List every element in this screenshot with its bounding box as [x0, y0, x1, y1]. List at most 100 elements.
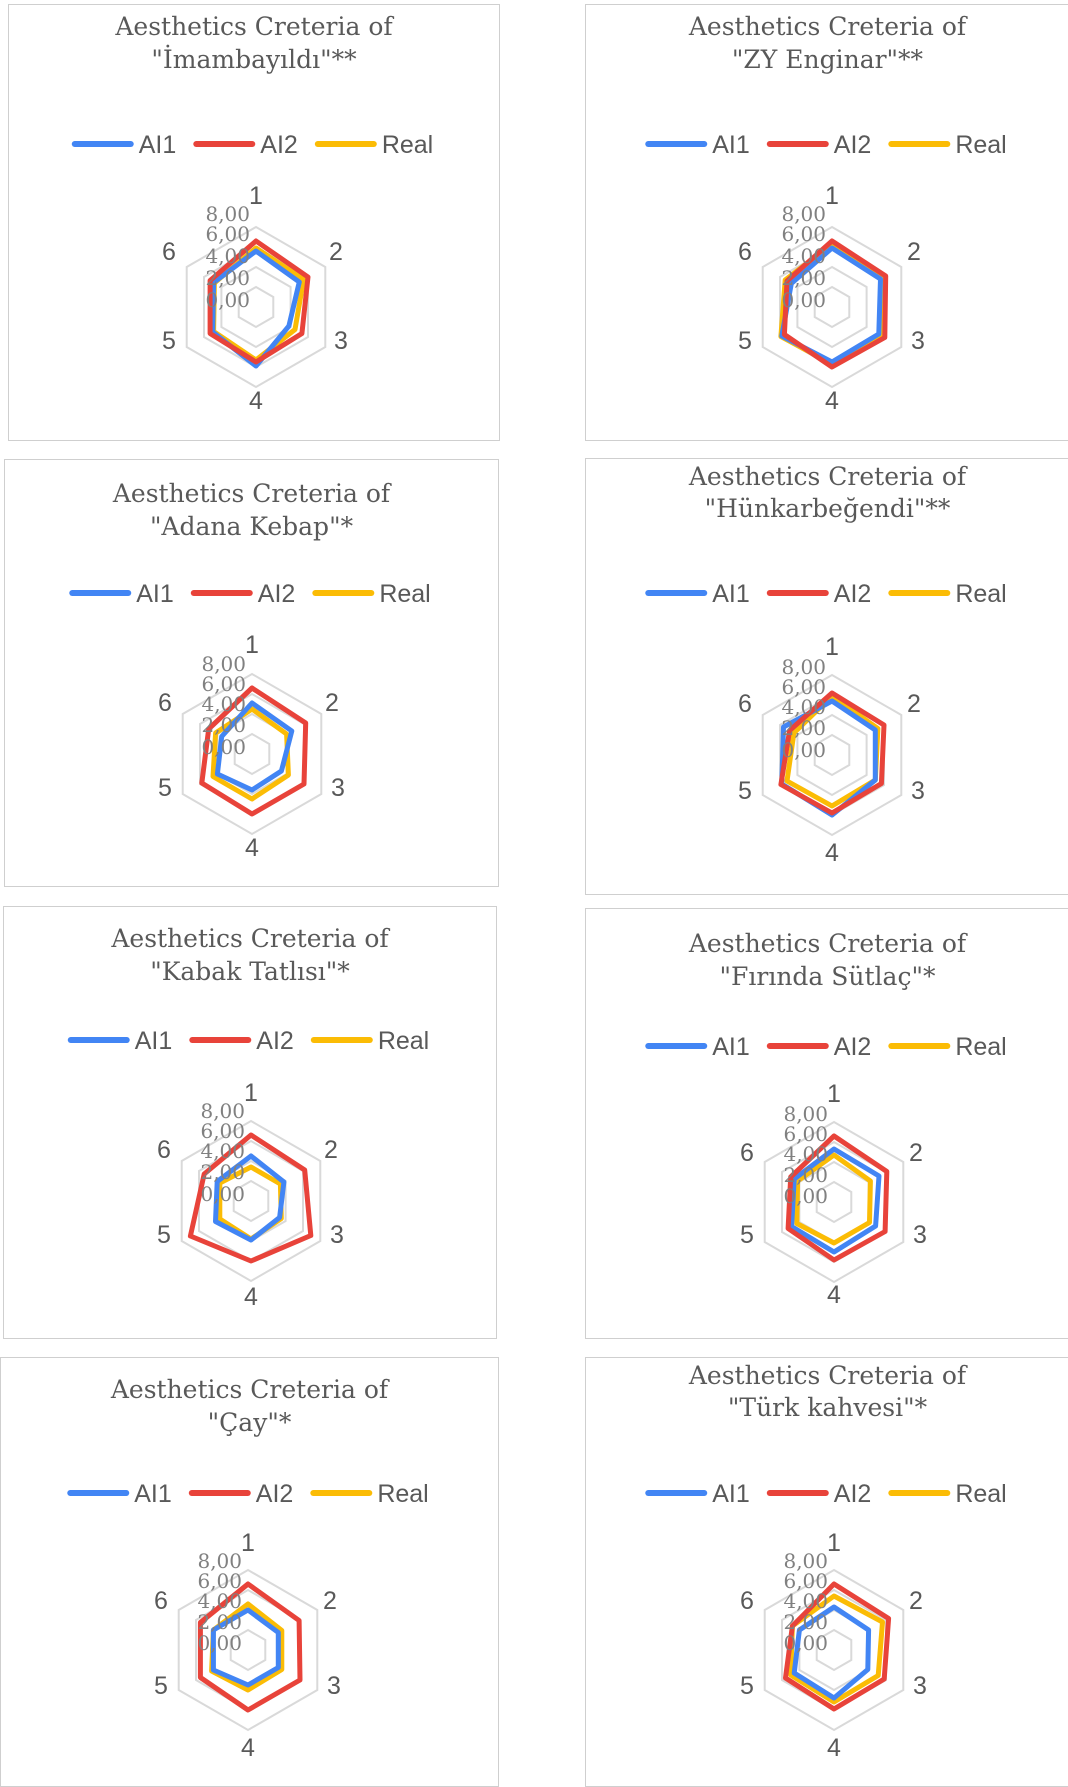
- radar-chart: Aesthetics Creteria of "İmambayıldı"** AI1…: [71, 12, 433, 415]
- legend-label-real: Real: [378, 1027, 429, 1055]
- legend-label-ai1: AI1: [139, 131, 177, 159]
- tick-label: 0,00: [201, 735, 246, 759]
- series-ai1-polygon: [210, 248, 302, 369]
- axis-label-3: 3: [330, 1221, 344, 1249]
- chart-title-line: Aesthetics Creteria of: [688, 1361, 968, 1390]
- tick-label: 6,00: [781, 222, 826, 246]
- chart-title-line: Aesthetics Creteria of: [110, 924, 390, 953]
- chart-title-line: "Çay"*: [208, 1408, 292, 1437]
- legend: AI1 AI2 Real: [71, 131, 433, 159]
- grid-ring: [229, 1628, 267, 1672]
- tick-label: 6,00: [783, 1122, 828, 1146]
- grid-ring: [763, 1568, 905, 1732]
- grid-ring: [233, 732, 271, 776]
- tick-label: 0,00: [200, 1182, 245, 1206]
- chart-title-line: "Kabak Tatlısı"*: [150, 957, 350, 986]
- tick-label: 2,00: [783, 1610, 828, 1634]
- axis-label-5: 5: [158, 774, 172, 802]
- axis-label-1: 1: [241, 1529, 255, 1557]
- series-real-polygon: [210, 706, 291, 802]
- axis-label-4: 4: [245, 834, 259, 862]
- chart-title-line: "İmambayıldı"**: [151, 45, 357, 74]
- chart-title-line: "Fırında Sütlaç"*: [720, 962, 936, 991]
- legend-label-ai1: AI1: [712, 580, 750, 608]
- legend: AI1 AI2 Real: [67, 1480, 429, 1508]
- series-ai1-polygon: [779, 245, 883, 365]
- tick-label: 2,00: [205, 266, 250, 290]
- tick-label: 8,00: [200, 1099, 245, 1123]
- axis-label-2: 2: [325, 689, 339, 717]
- series-ai1-polygon: [210, 1607, 281, 1688]
- legend-label-ai2: AI2: [834, 1480, 872, 1508]
- tick-label: 0,00: [783, 1631, 828, 1655]
- legend-label-ai1: AI1: [135, 1027, 173, 1055]
- grid-ring: [180, 1119, 322, 1283]
- series-ai2-polygon: [785, 1133, 890, 1263]
- chart-title-line: Aesthetics Creteria of: [110, 1375, 390, 1404]
- legend-label-real: Real: [377, 1480, 428, 1508]
- tick-label: 4,00: [783, 1142, 828, 1166]
- axis-label-6: 6: [738, 690, 752, 718]
- chart-title-line: Aesthetics Creteria of: [688, 462, 968, 491]
- legend-label-ai2: AI2: [256, 1480, 294, 1508]
- tick-label: 4,00: [781, 695, 826, 719]
- grid-ring: [185, 225, 327, 389]
- grid-ring: [761, 673, 903, 837]
- axis-label-2: 2: [329, 238, 343, 266]
- grid-ring: [813, 285, 851, 329]
- axis-label-4: 4: [825, 839, 839, 867]
- axis-label-3: 3: [911, 327, 925, 355]
- grid-ring: [813, 733, 851, 777]
- axis-label-4: 4: [249, 387, 263, 415]
- axis-label-1: 1: [249, 182, 263, 210]
- legend-label-real: Real: [955, 131, 1006, 159]
- chart-panel-kabak-tatlisi: Aesthetics Creteria of "Kabak Tatlısı"* AI…: [3, 906, 497, 1339]
- axis-label-3: 3: [911, 777, 925, 805]
- tick-label: 8,00: [781, 655, 826, 679]
- grid-ring: [761, 225, 903, 389]
- axis-label-4: 4: [244, 1283, 258, 1311]
- series-ai1-polygon: [791, 1604, 872, 1701]
- axis-label-5: 5: [740, 1221, 754, 1249]
- series-real-polygon: [794, 1152, 873, 1246]
- axis-label-3: 3: [913, 1672, 927, 1700]
- legend-label-ai2: AI2: [834, 1033, 872, 1061]
- axis-label-3: 3: [913, 1221, 927, 1249]
- legend-label-ai2: AI2: [256, 1027, 294, 1055]
- grid-ring: [815, 1628, 853, 1672]
- tick-label: 8,00: [205, 202, 250, 226]
- axis-label-4: 4: [827, 1734, 841, 1762]
- tick-label: 8,00: [197, 1549, 242, 1573]
- legend-label-ai1: AI1: [136, 580, 174, 608]
- tick-label: 8,00: [783, 1102, 828, 1126]
- tick-label: 6,00: [200, 1119, 245, 1143]
- radar-chart: Aesthetics Creteria of "Çay"* AI1 AI2 Real 8,…: [67, 1375, 429, 1762]
- tick-label: 0,00: [205, 288, 250, 312]
- axis-label-2: 2: [324, 1136, 338, 1164]
- grid-ring: [220, 265, 292, 349]
- legend-label-real: Real: [955, 580, 1006, 608]
- axis-label-1: 1: [825, 633, 839, 661]
- series-ai2-polygon: [187, 1132, 314, 1264]
- axis-label-1: 1: [245, 631, 259, 659]
- tick-label: 0,00: [781, 288, 826, 312]
- legend-label-ai1: AI1: [712, 131, 750, 159]
- axis-label-4: 4: [241, 1734, 255, 1762]
- axis-label-5: 5: [157, 1221, 171, 1249]
- axis-label-2: 2: [907, 238, 921, 266]
- chart-title-line: Aesthetics Creteria of: [688, 12, 968, 41]
- radar-chart: Aesthetics Creteria of "Türk kahvesi"* AI1…: [645, 1361, 1007, 1762]
- chart-title-line: "Türk kahvesi"*: [728, 1393, 928, 1422]
- series-ai1-polygon: [213, 1153, 287, 1243]
- axis-label-3: 3: [327, 1672, 341, 1700]
- radar-chart: Aesthetics Creteria of"ZY Enginar"**AI1 A…: [645, 12, 1007, 415]
- legend: AI1 AI2 Real: [645, 580, 1007, 608]
- series-ai2-polygon: [197, 1581, 303, 1713]
- axis-label-5: 5: [154, 1672, 168, 1700]
- tick-label: 8,00: [781, 202, 826, 226]
- tick-label: 2,00: [783, 1163, 828, 1187]
- grid-ring: [177, 1568, 319, 1732]
- chart-panel-zy-enginar: Aesthetics Creteria of "ZY Enginar"** AI1 A…: [585, 4, 1068, 441]
- series-ai2-polygon: [781, 238, 889, 370]
- tick-label: 2,00: [200, 1160, 245, 1184]
